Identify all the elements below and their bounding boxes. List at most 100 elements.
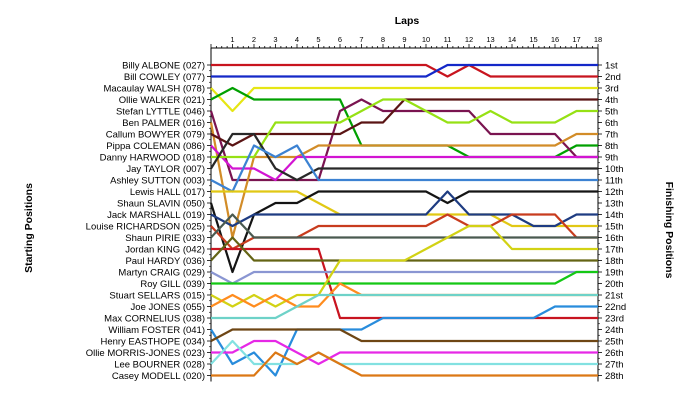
starting-position-label: Shaun PIRIE (033): [125, 233, 205, 244]
finishing-position-label: 25th: [605, 337, 624, 348]
finishing-position-label: 19th: [605, 268, 624, 279]
series-line-2: [211, 63, 598, 78]
finishing-position-label: 26th: [605, 348, 624, 359]
starting-position-label: Billy ALBONE (027): [122, 61, 205, 72]
finishing-position-label: 6th: [605, 118, 618, 129]
lap-tick-label: 15: [529, 35, 537, 44]
starting-position-label: Roy GILL (039): [140, 279, 205, 290]
lap-ticks: 1 2 3 4 5 6 7 8 9 10 11 12 13 14 15 16 17 18: [210, 35, 602, 48]
series-line-21: [210, 224, 598, 308]
series-line-16: [210, 213, 598, 239]
series-line-8: [210, 144, 598, 182]
series-line-23: [211, 293, 598, 320]
finishing-labels: 1st2nd3rd4th5th6th7th8th9th10th11th12th1…: [605, 61, 626, 383]
series-line-12: [211, 190, 598, 228]
starting-position-label: Ashley SUTTON (003): [110, 176, 205, 187]
starting-position-label: Lee BOURNER (028): [114, 360, 205, 371]
finishing-position-label: 22nd: [605, 302, 626, 313]
lap-tick-label: 4: [295, 35, 299, 44]
starting-position-label: Callum BOWYER (079): [106, 130, 205, 141]
lap-tick-label: 5: [316, 35, 320, 44]
lap-tick-label: 8: [381, 35, 385, 44]
starting-position-label: Martyn CRAIG (029): [118, 268, 205, 279]
starting-position-label: Casey MODELL (020): [112, 371, 205, 382]
y-axis-title-right: Finishing Positions: [663, 182, 675, 279]
starting-position-label: Jay TAYLOR (007): [126, 164, 205, 175]
finishing-position-label: 5th: [605, 107, 618, 118]
lap-tick-label: 16: [551, 35, 559, 44]
finishing-position-label: 17th: [605, 245, 624, 256]
lap-tick-label: 14: [508, 35, 516, 44]
finishing-position-label: 10th: [605, 164, 624, 175]
starting-position-label: Henry EASTHOPE (034): [100, 337, 205, 348]
series-line-11: [210, 144, 598, 193]
finishing-position-label: 18th: [605, 256, 624, 267]
starting-position-label: Louise RICHARDSON (025): [86, 222, 205, 233]
finishing-position-label: 11th: [605, 176, 623, 187]
starting-position-label: Bill COWLEY (077): [124, 72, 205, 83]
starting-position-label: Jack MARSHALL (019): [107, 210, 205, 221]
finishing-position-label: 13th: [605, 199, 624, 210]
series-line-15: [210, 213, 598, 251]
lap-tick-label: 3: [273, 35, 277, 44]
y-axis-title-left: Starting Positions: [23, 183, 35, 273]
finishing-position-label: 4th: [605, 95, 618, 106]
finishing-position-label: 8th: [605, 141, 618, 152]
starting-position-label: Joe JONES (055): [131, 302, 205, 313]
starting-position-label: Shaun SLAVIN (050): [117, 199, 205, 210]
lap-tick-label: 6: [338, 35, 342, 44]
starting-position-label: William FOSTER (041): [108, 325, 205, 336]
series-line-28: [211, 351, 598, 377]
lap-tick-label: 9: [402, 35, 406, 44]
series-line-9: [211, 98, 598, 159]
lap-tick-label: 17: [572, 35, 580, 44]
series-line-20: [211, 270, 598, 285]
starting-labels: Billy ALBONE (027)Bill COWLEY (077)Macau…: [86, 61, 205, 383]
series-line-19: [210, 270, 598, 285]
series-line-27: [210, 339, 598, 366]
lap-tick-label: 10: [422, 35, 430, 44]
series-line-13: [209, 190, 598, 274]
starting-position-label: Danny HARWOOD (018): [100, 153, 205, 164]
finishing-position-label: 1st: [605, 61, 618, 72]
series-lines: [209, 63, 598, 377]
finishing-position-label: 7th: [605, 130, 618, 141]
finishing-position-label: 20th: [605, 279, 624, 290]
starting-position-label: Jordan KING (042): [125, 245, 205, 256]
series-line-10: [210, 132, 598, 182]
series-line-14: [210, 190, 598, 228]
starting-position-label: Max CORNELIUS (038): [104, 314, 205, 325]
lap-tick-label: 12: [465, 35, 473, 44]
finishing-position-label: 12th: [605, 187, 624, 198]
finishing-position-label: 16th: [605, 233, 624, 244]
chart-title: Laps: [395, 15, 420, 27]
lap-tick-label: 13: [486, 35, 494, 44]
starting-position-label: Ollie MORRIS-JONES (023): [86, 348, 205, 359]
finishing-position-label: 14th: [605, 210, 624, 221]
starting-position-label: Ben PALMER (016): [122, 118, 205, 129]
starting-position-label: Macaulay WALSH (078): [103, 84, 205, 95]
lap-tick-label: 18: [594, 35, 602, 44]
finishing-position-label: 23rd: [605, 314, 624, 325]
series-line-26: [211, 339, 598, 366]
finishing-position-label: 15th: [605, 222, 624, 233]
series-line-24: [210, 305, 598, 377]
finishing-position-label: 28th: [605, 371, 624, 382]
starting-position-label: Ollie WALKER (021): [119, 95, 205, 106]
starting-position-label: Pippa COLEMAN (086): [106, 141, 205, 152]
finishing-position-label: 9th: [605, 153, 618, 164]
finishing-position-label: 24th: [605, 325, 624, 336]
starting-position-label: Stefan LYTTLE (046): [116, 107, 205, 118]
series-line-25: [210, 328, 598, 343]
starting-position-label: Stuart SELLARS (015): [109, 291, 205, 302]
finishing-position-label: 3rd: [605, 84, 619, 95]
series-line-1: [211, 63, 598, 78]
starting-position-label: Paul HARDY (036): [125, 256, 205, 267]
finishing-position-label: 21st: [605, 291, 623, 302]
lap-tick-label: 11: [444, 35, 452, 44]
series-line-3: [210, 86, 598, 113]
starting-position-label: Lewis HALL (017): [130, 187, 205, 198]
lap-tick-label: 1: [230, 35, 234, 44]
lap-tick-label: 2: [252, 35, 256, 44]
